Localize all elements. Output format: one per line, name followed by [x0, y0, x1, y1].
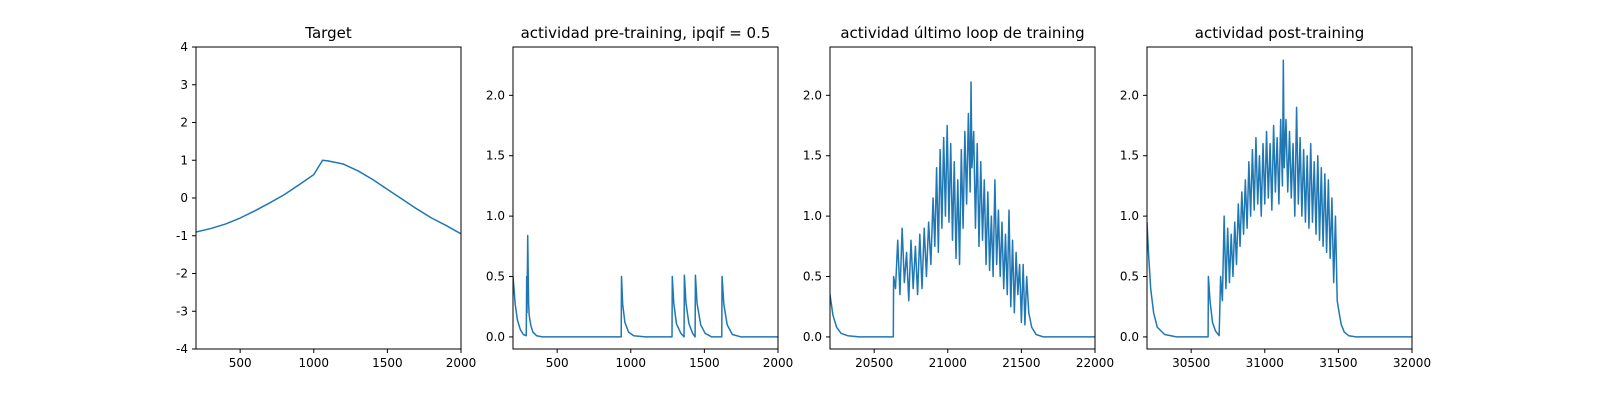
x-tick-label: 22000	[1076, 356, 1114, 370]
chart-title: actividad post-training	[1195, 24, 1364, 42]
series-line-1	[1147, 59, 1412, 338]
x-tick-label: 2000	[446, 356, 477, 370]
y-tick-label: 1.5	[486, 149, 505, 163]
chart-title: actividad último loop de training	[840, 24, 1084, 42]
x-tick-label: 1500	[372, 356, 403, 370]
axes-frame	[512, 46, 779, 350]
x-tick-label: 1000	[299, 356, 330, 370]
y-tick-label: 1.5	[1120, 149, 1139, 163]
y-tick-label: 1.0	[803, 209, 822, 223]
y-tick-label: -1	[176, 229, 188, 243]
x-tick-label: 21500	[1002, 356, 1040, 370]
y-tick-label: 1	[180, 153, 188, 167]
panel-3: 20500 21000 21500 22000 0.0 0.5 1.0 1.5 2.0 activ…	[803, 24, 1114, 370]
series-line-1	[196, 159, 461, 235]
y-tick-label: 0	[180, 191, 188, 205]
panel-4: 30500 31000 31500 32000 0.0 0.5 1.0 1.5 2.0 activ…	[1120, 24, 1431, 370]
y-tick-label: 0.5	[1120, 270, 1139, 284]
x-tick-label: 2000	[763, 356, 794, 370]
x-tick-label: 1500	[689, 356, 720, 370]
y-tick-label: 0.0	[803, 330, 822, 344]
x-tick-label: 31500	[1319, 356, 1357, 370]
y-tick-label: 0.5	[803, 270, 822, 284]
panel-1: 500 1000 1500 2000 -4 -3 -2 -1 0 1 2 3 4 Target	[176, 24, 476, 370]
y-tick-label: 2.0	[803, 88, 822, 102]
chart-title: Target	[304, 24, 352, 42]
y-tick-label: 2.0	[1120, 88, 1139, 102]
y-tick-label: 1.0	[1120, 209, 1139, 223]
axes-frame	[195, 46, 462, 350]
y-tick-label: 1.5	[803, 149, 822, 163]
series-line-1	[513, 234, 778, 338]
x-tick-label: 21000	[929, 356, 967, 370]
x-tick-label: 31000	[1246, 356, 1284, 370]
y-tick-label: 0.5	[486, 270, 505, 284]
x-tick-label: 500	[229, 356, 252, 370]
axes-frame	[1146, 46, 1413, 350]
axes-frame	[829, 46, 1096, 350]
y-tick-label: -4	[176, 342, 188, 356]
chart-title: actividad pre-training, ipqif = 0.5	[521, 24, 771, 42]
series-line-1	[830, 81, 1095, 338]
x-tick-label: 500	[546, 356, 569, 370]
y-tick-label: -3	[176, 304, 188, 318]
x-tick-label: 1000	[616, 356, 647, 370]
y-tick-label: 2	[180, 116, 188, 130]
y-tick-label: 1.0	[486, 209, 505, 223]
y-tick-label: 3	[180, 78, 188, 92]
y-tick-label: 2.0	[486, 88, 505, 102]
x-tick-label: 30500	[1172, 356, 1210, 370]
panel-2: 500 1000 1500 2000 0.0 0.5 1.0 1.5 2.0 actividad …	[486, 24, 793, 370]
y-tick-label: -2	[176, 267, 188, 281]
y-tick-label: 0.0	[1120, 330, 1139, 344]
x-tick-label: 32000	[1393, 356, 1431, 370]
y-tick-label: 4	[180, 40, 188, 54]
y-tick-label: 0.0	[486, 330, 505, 344]
x-tick-label: 20500	[855, 356, 893, 370]
